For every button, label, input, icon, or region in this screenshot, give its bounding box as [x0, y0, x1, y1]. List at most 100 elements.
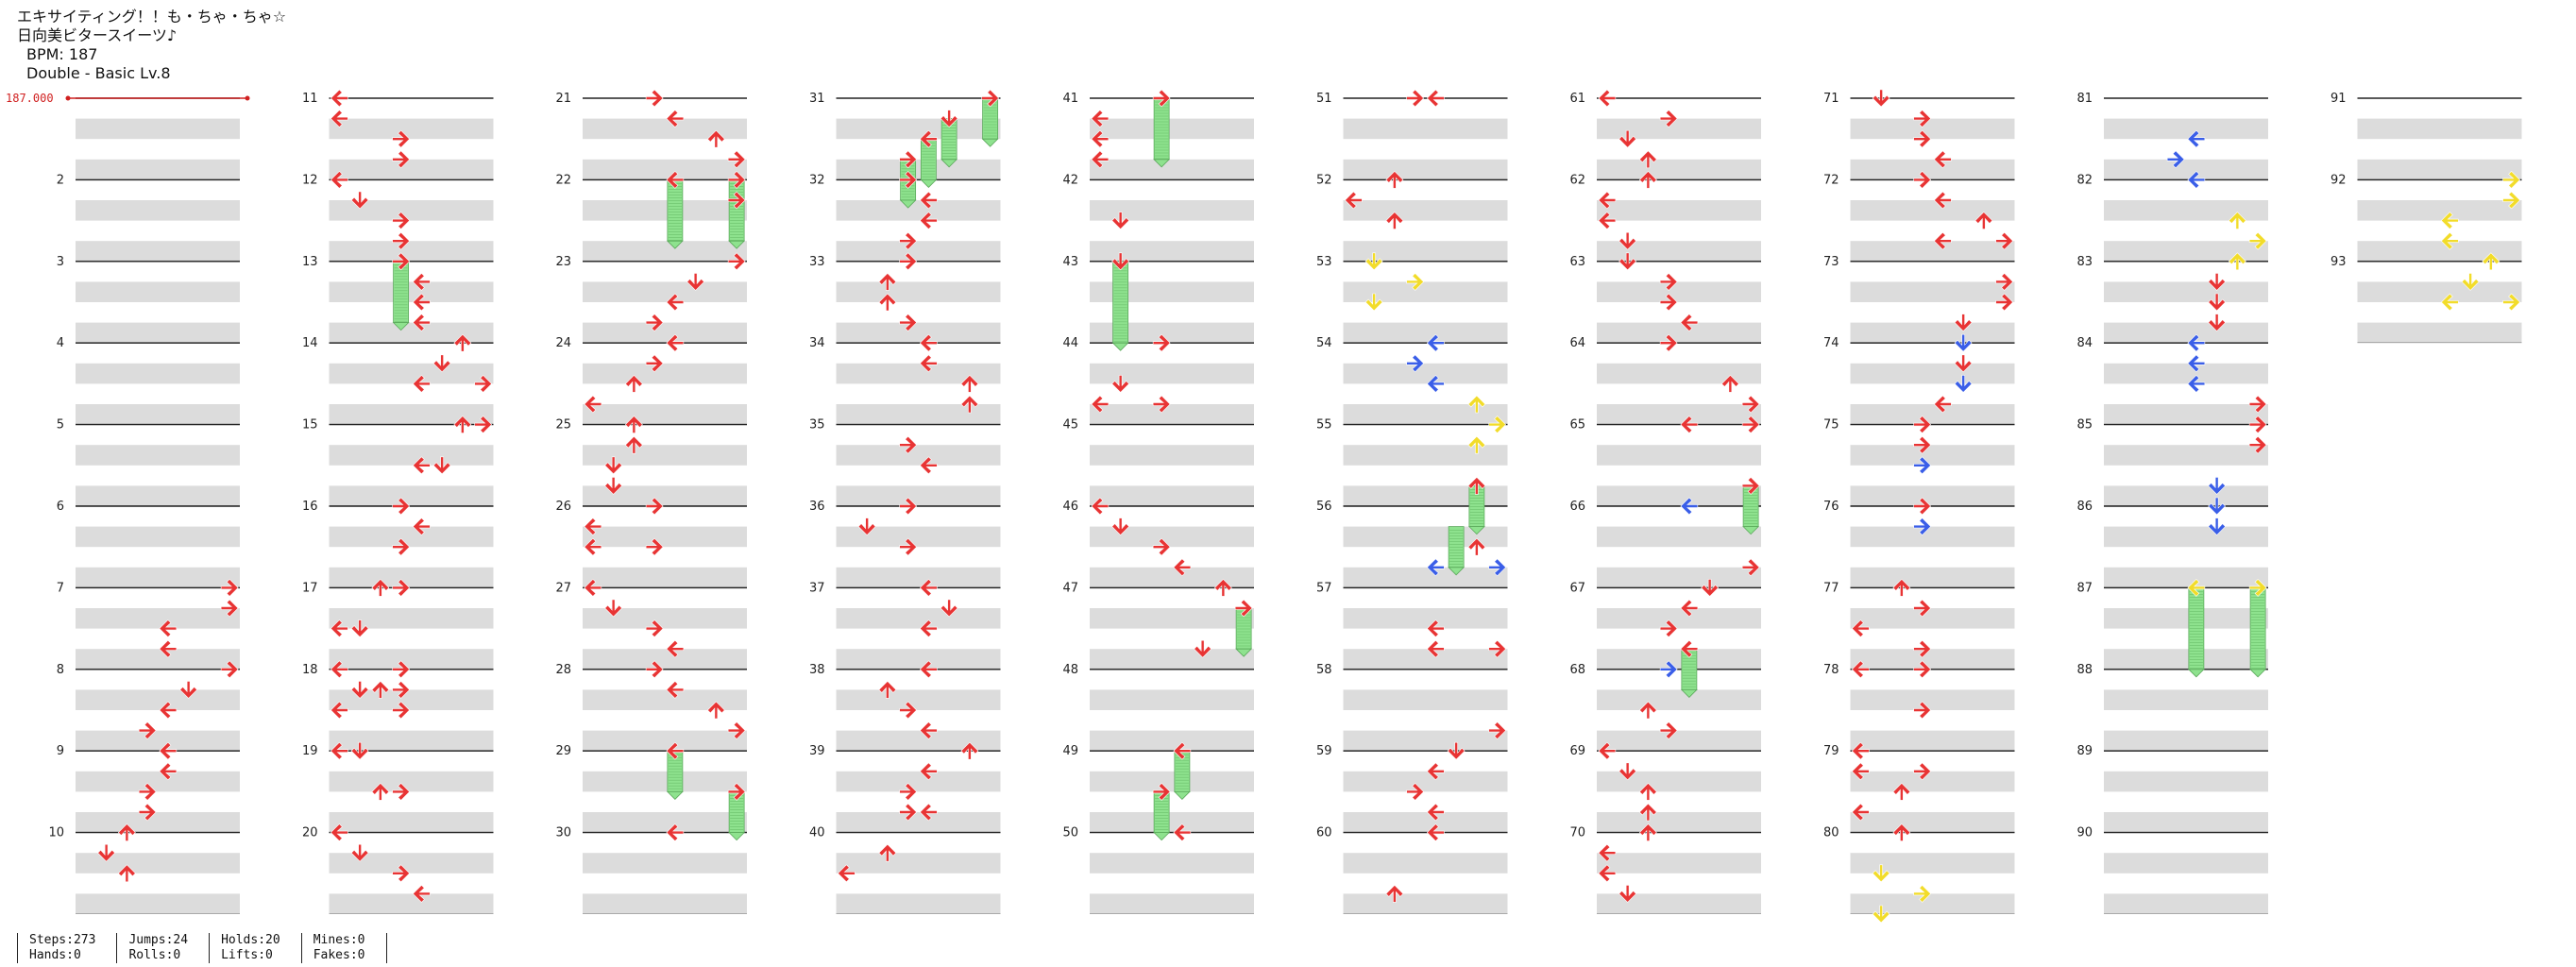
- bpm-marker-dot-left: [65, 95, 71, 101]
- beat-stripe: [76, 893, 240, 914]
- beat-stripe: [2357, 200, 2522, 221]
- hold-tail: [1111, 342, 1129, 351]
- measure-number: 5: [57, 418, 64, 433]
- beat-stripe: [76, 363, 240, 384]
- beat-stripe: [2104, 608, 2268, 629]
- measure-number: 90: [2076, 826, 2093, 840]
- stats-column: Holds:20 Lifts:0: [209, 933, 301, 963]
- beat-stripe: [2104, 853, 2268, 874]
- measure-number: 12: [302, 173, 318, 187]
- measure-number: 20: [302, 826, 318, 840]
- beat-stripe: [583, 200, 747, 221]
- beat-stripe: [583, 730, 747, 752]
- measure-number: 31: [809, 92, 825, 106]
- hold-note: [2187, 587, 2205, 678]
- measure-number: 54: [1316, 336, 1332, 350]
- measure-number: 26: [555, 500, 571, 514]
- stat-lifts: Lifts:0: [221, 948, 273, 962]
- measure-number: 18: [302, 663, 318, 677]
- beat-stripe: [1597, 608, 1761, 629]
- beat-stripe: [583, 689, 747, 710]
- measure-number: 55: [1316, 418, 1332, 433]
- measure-number: 77: [1823, 581, 1839, 595]
- beat-stripe: [836, 689, 1001, 710]
- hold-tail: [941, 159, 958, 168]
- beat-stripe: [583, 445, 747, 466]
- beat-stripe: [1343, 445, 1508, 466]
- measure-number: 39: [809, 744, 825, 758]
- beat-stripe: [1850, 118, 2015, 140]
- measure-number: 46: [1062, 500, 1078, 514]
- measure-number: 3: [57, 255, 64, 269]
- measure-number: 11: [302, 92, 318, 106]
- measure-number: 75: [1823, 418, 1839, 433]
- beat-stripe: [1850, 608, 2015, 629]
- beat-stripe: [1343, 200, 1508, 221]
- arrow-down-icon: [1872, 89, 1890, 108]
- beat-stripe: [836, 200, 1001, 221]
- beat-stripe: [76, 322, 240, 344]
- hold-note: [1111, 261, 1129, 351]
- beat-stripe: [1597, 445, 1761, 466]
- beat-stripe: [583, 567, 747, 588]
- beat-stripe: [1090, 567, 1254, 588]
- hold-note: [728, 178, 746, 249]
- beat-stripe: [1343, 404, 1508, 425]
- beat-stripe: [76, 118, 240, 140]
- stat-hands: Hands:0: [29, 948, 81, 962]
- beat-stripe: [1343, 281, 1508, 302]
- beat-stripe: [1597, 649, 1761, 670]
- hold-note: [1173, 750, 1191, 800]
- measure-number: 71: [1823, 92, 1839, 106]
- song-artist: 日向美ビタースイーツ♪: [17, 26, 178, 44]
- measure-number: 6: [57, 500, 64, 514]
- beat-stripe: [329, 404, 494, 425]
- beat-stripe: [836, 485, 1001, 506]
- beat-stripe: [2104, 241, 2268, 262]
- stats-column: Jumps:24 Rolls:0: [116, 933, 209, 963]
- beat-stripe: [2104, 771, 2268, 792]
- measure-number: 62: [1569, 173, 1585, 187]
- measure-number: 58: [1316, 663, 1332, 677]
- beat-stripe: [1090, 608, 1254, 629]
- hold-tail: [392, 322, 410, 331]
- beat-stripe: [1597, 241, 1761, 262]
- measure-number: 28: [555, 663, 571, 677]
- beat-stripe: [329, 485, 494, 506]
- beat-stripe: [1850, 281, 2015, 302]
- beat-stripe: [1597, 404, 1761, 425]
- beat-stripe: [836, 812, 1001, 833]
- beat-stripe: [329, 730, 494, 752]
- beat-stripe: [1850, 771, 2015, 792]
- beat-stripe: [583, 853, 747, 874]
- measure-number: 72: [1823, 173, 1839, 187]
- beat-stripe: [329, 200, 494, 221]
- beat-stripe: [329, 526, 494, 548]
- hold-note: [1448, 526, 1466, 576]
- stats-column: Mines:0 Fakes:0: [300, 933, 387, 963]
- stat-mines: Mines:0: [313, 933, 365, 947]
- arrow-left-icon: [1598, 89, 1617, 108]
- measure-number: 56: [1316, 500, 1332, 514]
- beat-stripe: [76, 608, 240, 629]
- beat-stripe: [329, 363, 494, 384]
- beat-stripe: [2104, 649, 2268, 670]
- beat-stripe: [329, 445, 494, 466]
- beat-stripe: [836, 159, 1001, 180]
- beat-stripe: [329, 608, 494, 629]
- beat-stripe: [1343, 567, 1508, 588]
- beat-stripe: [2104, 567, 2268, 588]
- measure-number: 83: [2076, 255, 2093, 269]
- beat-stripe: [76, 445, 240, 466]
- hold-tail: [1153, 832, 1171, 841]
- hold-tail: [1235, 648, 1253, 657]
- measure-number: 2: [57, 173, 64, 187]
- beat-stripe: [1343, 608, 1508, 629]
- measure-number: 41: [1062, 92, 1078, 106]
- beat-stripe: [76, 771, 240, 792]
- beat-stripe: [583, 281, 747, 302]
- beat-stripe: [1343, 853, 1508, 874]
- measure-number: 45: [1062, 418, 1078, 433]
- stat-rolls: Rolls:0: [128, 948, 181, 962]
- measure-number: 32: [809, 173, 825, 187]
